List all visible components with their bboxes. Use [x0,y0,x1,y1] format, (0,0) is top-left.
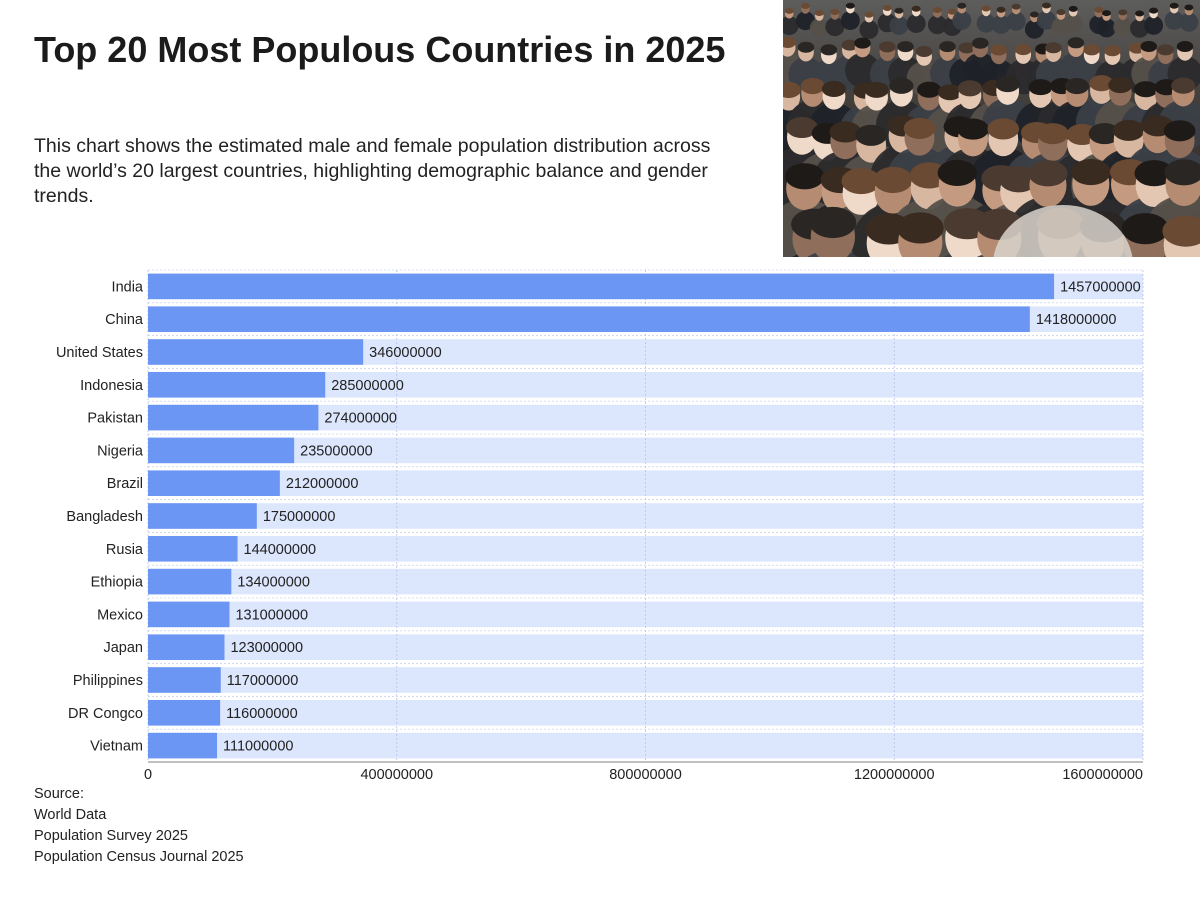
value-label: 1418000000 [1036,312,1117,328]
category-label: Indonesia [80,378,144,394]
value-label: 346000000 [369,345,442,361]
value-label: 274000000 [324,411,397,427]
bar [148,306,1030,332]
value-label: 235000000 [300,443,373,459]
bar-track [148,536,1143,562]
x-tick-label: 1200000000 [854,767,935,782]
bar [148,634,225,660]
source-block: Source: World Data Population Survey 202… [34,784,244,868]
category-label: Ethiopia [91,575,144,591]
bar [148,601,230,628]
source-item: Population Survey 2025 [34,828,188,844]
category-label: Japan [103,640,143,656]
value-label: 212000000 [286,476,359,492]
bar [148,437,295,464]
x-tick-label: 800000000 [609,767,682,782]
value-label: 134000000 [237,575,310,591]
value-label: 175000000 [263,509,336,525]
category-label: DR Congco [68,706,143,722]
crowd-photo [783,0,1200,257]
bar-track [148,700,1143,726]
source-item: World Data [34,807,107,823]
x-tick-label: 400000000 [360,767,433,782]
category-label: Vietnam [90,739,143,755]
bar [148,503,257,529]
bar [148,372,326,398]
category-label: Pakistan [87,411,143,427]
chart-title: Top 20 Most Populous Countries in 2025 [34,29,726,70]
bar [148,404,319,431]
value-label: 111000000 [223,739,293,755]
value-label: 116000000 [226,706,298,722]
chart-subtitle: This chart shows the estimated male and … [34,135,711,207]
value-label: 285000000 [331,378,404,394]
category-label: India [112,279,144,295]
source-item: Population Census Journal 2025 [34,849,244,865]
category-label: Nigeria [97,443,144,459]
category-label: China [105,312,144,328]
x-tick-label: 0 [144,767,152,782]
bar [148,536,238,562]
category-label: Philippines [73,673,143,689]
category-label: United States [56,345,143,361]
category-label: Brazil [107,476,143,492]
bar [148,273,1055,300]
bar [148,470,280,496]
bar [148,568,232,595]
bar-chart-svg: India 1457000000 China 1418000000 United Sta… [56,269,1144,782]
bar [148,732,218,759]
value-label: 123000000 [230,640,303,656]
source-label: Source: [34,786,84,802]
bar [148,700,221,726]
x-tick-label: 1600000000 [1062,767,1143,782]
bar-chart: India 1457000000 China 1418000000 United Sta… [0,262,1200,782]
value-label: 144000000 [244,542,317,558]
value-label: 131000000 [235,607,308,623]
value-label: 117000000 [227,673,299,689]
category-label: Mexico [97,607,143,623]
category-label: Rusia [106,542,144,558]
bar [148,339,364,365]
category-label: Bangladesh [66,509,143,525]
value-label: 1457000000 [1060,279,1141,295]
bar [148,667,221,693]
